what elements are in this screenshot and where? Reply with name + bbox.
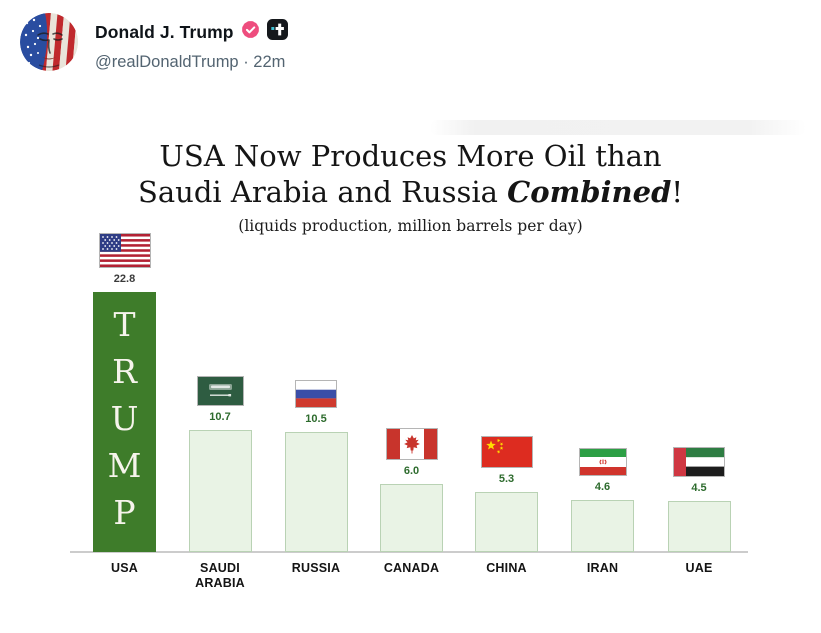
canada-flag-icon <box>386 429 437 459</box>
bar-value-canada: 6.0 <box>403 465 420 477</box>
bar-saudi-arabia <box>188 430 252 552</box>
chart-title-line1: USA Now Produces More Oil than <box>159 139 662 173</box>
bar-column-saudi-arabia: 10.7 SAUDI ARABIA <box>172 377 268 590</box>
bar-column-china: 5.3 CHINA <box>459 437 555 575</box>
title-line2-suffix: ! <box>671 175 684 209</box>
x-label-usa: USA <box>111 561 138 575</box>
bar-value-china: 5.3 <box>498 473 515 485</box>
uae-flag-icon <box>674 448 724 476</box>
bar-uae <box>667 501 731 552</box>
x-label-russia: RUSSIA <box>291 561 341 575</box>
bar-canada <box>380 484 443 552</box>
x-label-china: CHINA <box>486 561 527 575</box>
bar-column-uae: 4.5 UAE <box>651 448 747 575</box>
title-line2-emphasis: Combined <box>507 175 672 209</box>
display-name[interactable]: Donald J. Trump <box>95 21 234 42</box>
usa-flag-icon <box>99 234 150 267</box>
bar-usa: T R U M P <box>93 292 156 552</box>
bar-value-iran: 4.6 <box>594 481 611 493</box>
bar-value-russia: 10.5 <box>305 413 327 425</box>
x-label-uae: UAE <box>685 561 713 575</box>
china-flag-icon <box>481 437 532 467</box>
iran-flag-icon <box>579 449 626 475</box>
saudi-arabia-flag-icon <box>197 377 243 405</box>
x-label-canada: CANADA <box>383 561 440 575</box>
bar-russia <box>284 432 348 552</box>
title-line2-prefix: Saudi Arabia and Russia <box>137 175 508 209</box>
trump-bar-text: T R U M P <box>107 305 142 532</box>
verified-badge-icon <box>240 19 261 45</box>
bar-column-russia: 10.5 RUSSIA <box>268 381 364 575</box>
bar-column-usa: 22.8 T R U M P USA <box>77 234 173 575</box>
russia-flag-icon <box>296 381 336 407</box>
x-axis-line <box>70 551 748 553</box>
truth-social-plus-badge-icon <box>266 19 288 45</box>
image-artifact-smudge <box>430 120 806 135</box>
x-label-iran: IRAN <box>586 561 619 575</box>
tweet-author-row: Donald J. Trump <box>95 19 288 45</box>
bar-value-usa: 22.8 <box>113 273 136 285</box>
bar-value-saudi-arabia: 10.7 <box>209 411 231 423</box>
chart-title-line2: Saudi Arabia and Russia Combined! <box>0 174 821 210</box>
chart-title-block: USA Now Produces More Oil than Saudi Ara… <box>0 138 821 235</box>
chart-subtitle: (liquids production, million barrels per… <box>238 217 583 235</box>
bar-column-iran: 4.6 IRAN <box>555 449 651 575</box>
bar-column-canada: 6.0 CANADA <box>364 429 460 575</box>
bar-china <box>475 492 538 552</box>
x-label-saudi-arabia: SAUDI ARABIA <box>195 561 245 590</box>
handle-and-timestamp[interactable]: @realDonaldTrump · 22m <box>95 53 286 71</box>
bar-iran <box>571 500 634 552</box>
bar-value-uae: 4.5 <box>691 482 707 494</box>
